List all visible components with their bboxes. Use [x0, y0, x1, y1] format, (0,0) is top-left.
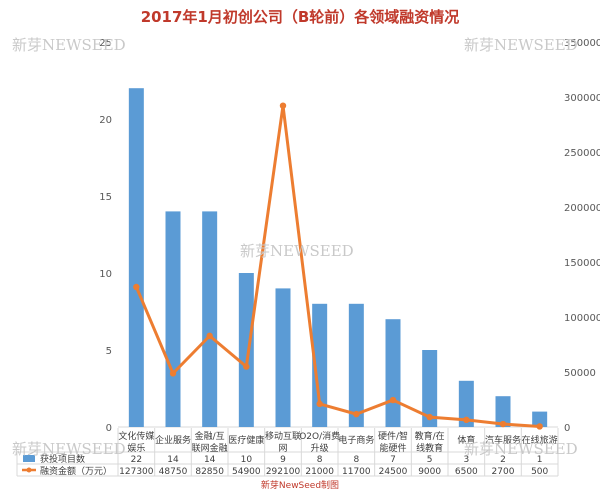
- table-value-amount: 500: [531, 467, 548, 477]
- x-category-label: O2O/消费: [299, 430, 340, 442]
- line-point-11: [499, 420, 507, 428]
- x-category-label: 金融/互: [195, 430, 225, 442]
- y-right-tick-label: 150000: [564, 258, 600, 269]
- x-category-label: 在线旅游: [522, 434, 558, 446]
- bar-8: [385, 319, 401, 427]
- bar-12: [532, 411, 548, 427]
- table-value-count: 10: [241, 455, 253, 465]
- bar-5: [275, 288, 291, 427]
- x-category-label: 汽车服务: [485, 434, 521, 446]
- line-series-funding: [134, 104, 540, 428]
- line-point-1: [133, 283, 140, 291]
- legend-key-line-marker: [26, 467, 32, 473]
- line-point-9: [426, 413, 433, 421]
- line-point-7: [353, 410, 360, 418]
- table-value-amount: 21000: [305, 467, 334, 477]
- table-value-count: 9: [280, 455, 286, 465]
- legend-label-line: 融资金额（万元）: [40, 465, 112, 477]
- footer-credit: 新芽NewSeed制图: [261, 479, 339, 491]
- table-value-amount: 11700: [342, 467, 371, 477]
- table-value-count: 5: [427, 455, 433, 465]
- x-category-label: 医疗健康: [228, 434, 264, 446]
- line-point-6: [316, 400, 323, 408]
- table-value-count: 2: [500, 455, 506, 465]
- watermark-bottom-right: 新芽NEWSEED: [464, 440, 578, 458]
- bar-2: [165, 211, 181, 427]
- y-right-tick-label: 0: [564, 423, 570, 434]
- x-category-label: 娱乐: [127, 442, 145, 454]
- x-category-label: 移动互联: [265, 430, 301, 442]
- x-category-label: 硬件/智: [378, 430, 408, 442]
- line-point-5: [279, 102, 287, 109]
- watermark-bottom-left: 新芽NEWSEED: [12, 440, 126, 458]
- table-value-count: 22: [131, 455, 142, 465]
- bar-4: [238, 273, 254, 427]
- line-point-4: [243, 363, 250, 370]
- x-category-label: 升级: [311, 442, 329, 454]
- x-category-label: 线教育: [416, 442, 443, 454]
- y-right-tick-label: 250000: [564, 148, 600, 159]
- line-point-3: [206, 332, 213, 340]
- x-category-label: 教育/在: [415, 430, 445, 442]
- y-left-tick-label: 20: [99, 115, 112, 126]
- y-left-tick-label: 15: [99, 192, 112, 203]
- table-value-amount: 9000: [418, 467, 441, 477]
- x-category-label: 能硬件: [379, 442, 406, 454]
- x-category-label: 体育: [457, 434, 475, 446]
- line-point-2: [169, 370, 177, 377]
- y-left-tick-label: 25: [99, 38, 112, 49]
- y-left-tick-label: 0: [106, 423, 112, 434]
- table-value-amount: 292100: [266, 467, 301, 477]
- bar-11: [495, 396, 511, 427]
- table-value-count: 1: [537, 455, 543, 465]
- y-right-tick-label: 100000: [564, 313, 600, 324]
- table-value-count: 7: [390, 455, 396, 465]
- watermark-top-left: 新芽NEWSEED: [12, 36, 126, 54]
- watermark-top-right: 新芽NEWSEED: [464, 36, 578, 54]
- table-value-count: 3: [463, 455, 469, 465]
- table-value-count: 14: [167, 455, 179, 465]
- bar-10: [458, 380, 474, 427]
- y-right-tick-label: 350000: [564, 38, 600, 49]
- table-value-count: 8: [317, 455, 323, 465]
- y-right-tick-label: 200000: [564, 203, 600, 214]
- x-category-label: 网: [278, 443, 287, 454]
- legend-label-bar: 获投项目数: [40, 453, 85, 465]
- table-value-count: 14: [204, 455, 216, 465]
- bar-9: [422, 350, 438, 427]
- table-value-amount: 6500: [455, 467, 478, 477]
- x-category-label: 联网金融: [192, 442, 228, 454]
- table-value-amount: 2700: [492, 467, 515, 477]
- table-value-amount: 48750: [159, 467, 188, 477]
- table-value-amount: 24500: [379, 467, 408, 477]
- y-left-tick-label: 5: [106, 346, 112, 357]
- chart-title: 2017年1月初创公司（B轮前）各领域融资情况: [141, 8, 460, 26]
- table-value-count: 8: [353, 455, 359, 465]
- bar-6: [312, 303, 328, 427]
- bar-7: [348, 303, 364, 427]
- line-point-12: [536, 423, 543, 430]
- watermark-center: 新芽NEWSEED: [240, 242, 354, 260]
- y-right-tick-label: 300000: [564, 93, 600, 104]
- line-point-10: [463, 416, 470, 424]
- bar-3: [202, 211, 218, 427]
- x-category-label: 电子商务: [338, 434, 374, 446]
- y-right-tick-label: 50000: [564, 368, 596, 379]
- x-category-label: 企业服务: [155, 434, 191, 446]
- x-category-label: 文化传媒: [118, 430, 154, 442]
- line-point-8: [389, 396, 397, 404]
- bar-1: [128, 88, 144, 427]
- table-value-amount: 127300: [119, 467, 154, 477]
- legend-key-bar: [23, 455, 35, 462]
- table-value-amount: 54900: [232, 467, 261, 477]
- y-left-tick-label: 10: [99, 269, 112, 280]
- table-value-amount: 82850: [195, 467, 224, 477]
